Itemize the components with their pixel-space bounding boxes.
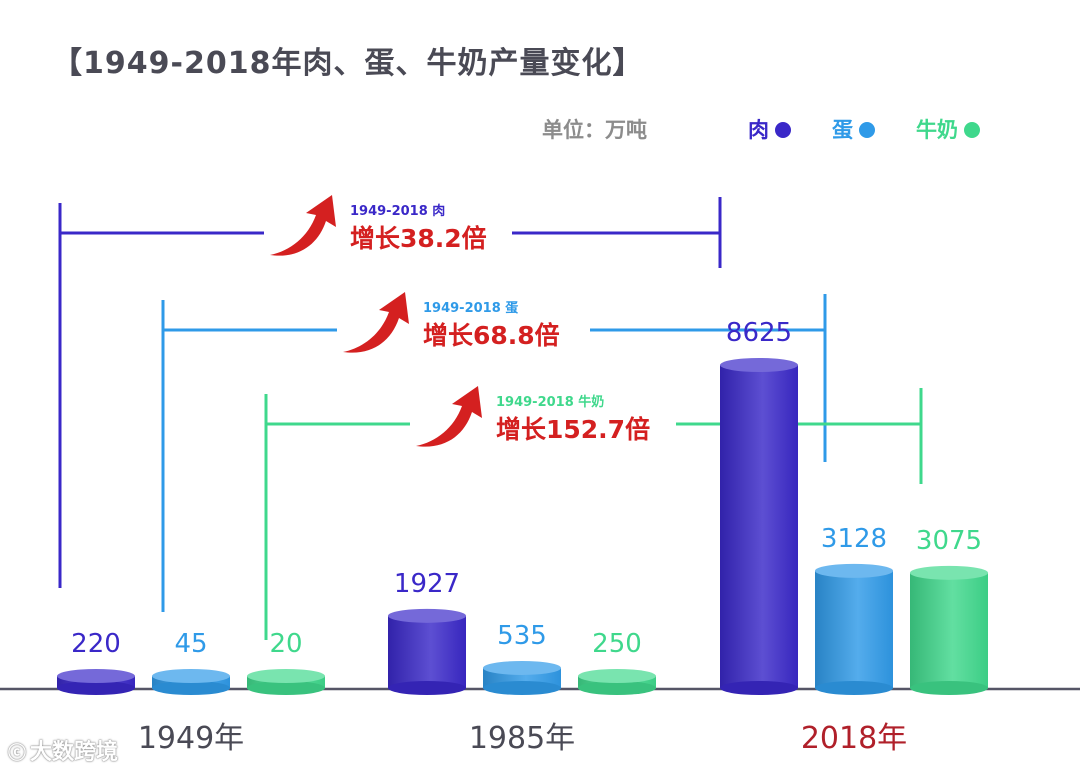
bracket-meat <box>58 197 722 588</box>
bar-base <box>247 681 325 695</box>
data-label: 8625 <box>726 318 792 348</box>
bar-egg-0: 45 <box>152 629 230 695</box>
bracket-egg <box>161 294 827 612</box>
x-tick-label: 1985年 <box>469 721 575 756</box>
bar-egg-2: 3128 <box>815 524 893 695</box>
bar-body <box>910 572 988 688</box>
bar-top <box>578 669 656 683</box>
bar-top <box>152 669 230 683</box>
data-label: 3128 <box>821 524 887 554</box>
unit-label: 单位：万吨 <box>542 118 647 142</box>
bar-base <box>152 681 230 695</box>
data-label: 20 <box>269 629 302 659</box>
growth-period-label: 1949-2018 牛奶 <box>496 394 604 410</box>
data-label: 535 <box>497 621 547 651</box>
legend-item-meat: 肉 <box>748 114 791 144</box>
data-label: 220 <box>71 629 121 659</box>
bar-base <box>815 681 893 695</box>
legend-dot-milk <box>964 122 980 138</box>
bar-meat-0: 220 <box>57 629 135 695</box>
bar-top <box>57 669 135 683</box>
bar-base <box>388 681 466 695</box>
bar-milk-2: 3075 <box>910 526 988 695</box>
bar-meat-1: 1927 <box>388 569 466 695</box>
bar-top <box>247 669 325 683</box>
growth-value-label: 增长152.7倍 <box>496 415 650 444</box>
watermark-logo-icon: ⓒ <box>8 743 26 764</box>
growth-arrow-icon <box>343 292 409 353</box>
growth-period-label: 1949-2018 蛋 <box>423 301 518 316</box>
legend-dot-meat <box>775 122 791 138</box>
bar-body <box>388 615 466 688</box>
legend-label-meat: 肉 <box>748 118 769 142</box>
bar-body <box>720 365 798 688</box>
bar-meat-2: 8625 <box>720 318 798 695</box>
bar-base <box>578 681 656 695</box>
bar-base <box>57 681 135 695</box>
bar-base <box>910 681 988 695</box>
bar-base <box>720 681 798 695</box>
x-tick-label: 1949年 <box>138 721 244 756</box>
bar-base <box>483 681 561 695</box>
bar-milk-0: 20 <box>247 629 325 695</box>
data-label: 1927 <box>394 569 460 599</box>
watermark: ⓒ 大数跨境 <box>8 734 118 766</box>
legend-label-egg: 蛋 <box>832 118 853 142</box>
legend-label-milk: 牛奶 <box>916 118 958 142</box>
legend-item-milk: 牛奶 <box>916 114 980 144</box>
legend: 单位：万吨 肉 蛋 牛奶 <box>0 112 1080 148</box>
bracket-milk <box>264 388 923 640</box>
growth-value-label: 增长68.8倍 <box>423 321 560 350</box>
bar-top <box>388 608 466 623</box>
bar-body <box>815 570 893 688</box>
growth-period-label: 1949-2018 肉 <box>350 203 445 219</box>
data-label: 45 <box>174 629 207 659</box>
bar-egg-1: 535 <box>483 621 561 695</box>
data-label: 250 <box>592 629 642 659</box>
growth-value-label: 增长38.2倍 <box>350 224 487 253</box>
growth-arrow-icon <box>416 386 482 447</box>
watermark-text: 大数跨境 <box>30 740 119 765</box>
legend-item-egg: 蛋 <box>832 114 875 144</box>
bar-milk-1: 250 <box>578 629 656 695</box>
growth-arrow-icon <box>270 195 336 256</box>
legend-dot-egg <box>859 122 875 138</box>
x-tick-label: 2018年 <box>801 721 907 756</box>
chart-title: 【1949-2018年肉、蛋、牛奶产量变化】 <box>52 46 644 81</box>
bar-top <box>910 565 988 580</box>
bar-top <box>815 563 893 578</box>
bar-top <box>720 358 798 372</box>
data-label: 3075 <box>916 526 982 556</box>
bar-top <box>483 660 561 675</box>
